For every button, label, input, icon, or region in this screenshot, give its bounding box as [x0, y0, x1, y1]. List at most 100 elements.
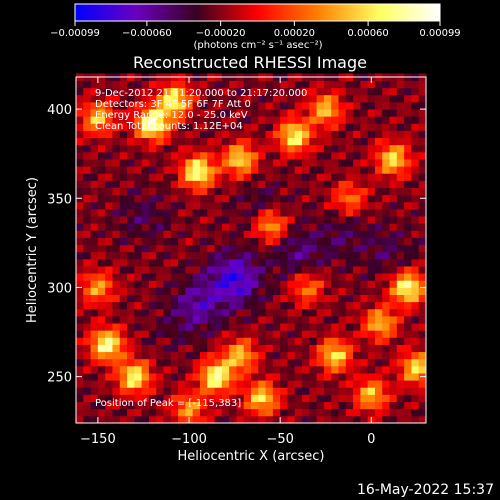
image-pixel — [221, 201, 230, 210]
image-pixel — [265, 109, 274, 117]
image-pixel — [97, 194, 106, 203]
image-pixel — [105, 87, 113, 96]
image-pixel — [127, 123, 135, 131]
image-pixel — [258, 94, 266, 103]
image-pixel — [331, 315, 339, 324]
image-pixel — [258, 287, 266, 295]
image-pixel — [287, 344, 296, 353]
image-pixel — [112, 301, 121, 310]
image-pixel — [418, 116, 427, 124]
image-pixel — [97, 187, 106, 196]
image-pixel — [97, 294, 106, 303]
image-pixel — [127, 116, 135, 124]
image-pixel — [199, 101, 208, 110]
image-pixel — [134, 144, 143, 153]
image-pixel — [418, 208, 427, 217]
image-pixel — [338, 301, 347, 310]
image-pixel — [367, 287, 376, 295]
image-pixel — [389, 201, 398, 210]
image-pixel — [389, 301, 398, 310]
image-pixel — [331, 294, 339, 303]
image-pixel — [214, 216, 223, 224]
image-pixel — [265, 415, 274, 424]
image-pixel — [243, 237, 252, 246]
image-pixel — [345, 373, 354, 381]
image-pixel — [251, 109, 259, 117]
image-pixel — [316, 180, 325, 188]
image-pixel — [396, 101, 405, 110]
image-pixel — [127, 251, 135, 260]
image-pixel — [127, 94, 135, 103]
image-pixel — [119, 159, 128, 167]
image-pixel — [323, 237, 332, 246]
image-pixel — [127, 287, 135, 295]
image-pixel — [287, 401, 296, 410]
image-pixel — [367, 208, 376, 217]
image-pixel — [185, 166, 194, 174]
image-pixel — [360, 130, 369, 139]
image-pixel — [192, 387, 201, 395]
image-pixel — [331, 223, 339, 231]
image-pixel — [243, 273, 252, 281]
image-pixel — [221, 315, 230, 324]
image-pixel — [353, 337, 361, 345]
image-pixel — [338, 337, 347, 345]
image-pixel — [265, 94, 274, 103]
image-pixel — [345, 280, 354, 288]
image-pixel — [404, 287, 412, 295]
image-pixel — [316, 94, 325, 103]
image-pixel — [236, 230, 245, 238]
image-pixel — [411, 109, 420, 117]
image-pixel — [148, 365, 157, 374]
image-pixel — [199, 287, 208, 295]
image-pixel — [272, 273, 281, 281]
image-pixel — [97, 373, 106, 381]
image-pixel — [294, 201, 303, 210]
image-pixel — [323, 287, 332, 295]
image-pixel — [331, 116, 339, 124]
image-pixel — [192, 130, 201, 139]
image-pixel — [309, 159, 318, 167]
image-pixel — [374, 87, 383, 96]
image-pixel — [199, 208, 208, 217]
image-pixel — [280, 408, 288, 417]
image-pixel — [207, 266, 215, 274]
image-pixel — [389, 287, 398, 295]
image-pixel — [294, 373, 303, 381]
image-pixel — [97, 144, 106, 153]
image-pixel — [207, 301, 215, 310]
image-pixel — [243, 144, 252, 153]
image-pixel — [265, 330, 274, 338]
image-pixel — [374, 208, 383, 217]
image-pixel — [280, 216, 288, 224]
image-pixel — [236, 380, 245, 388]
image-pixel — [229, 301, 237, 310]
image-pixel — [243, 315, 252, 324]
image-pixel — [207, 230, 215, 238]
image-pixel — [404, 323, 412, 331]
image-pixel — [119, 408, 128, 417]
image-pixel — [389, 358, 398, 367]
image-pixel — [345, 237, 354, 246]
image-pixel — [221, 223, 230, 231]
image-pixel — [229, 365, 237, 374]
image-pixel — [243, 415, 252, 424]
image-pixel — [148, 266, 157, 274]
image-pixel — [265, 194, 274, 203]
image-pixel — [243, 101, 252, 110]
image-pixel — [221, 394, 230, 402]
image-pixel — [294, 151, 303, 160]
image-pixel — [331, 87, 339, 96]
image-pixel — [418, 380, 427, 388]
image-pixel — [309, 173, 318, 181]
image-pixel — [360, 330, 369, 338]
image-pixel — [258, 180, 266, 188]
image-pixel — [127, 351, 135, 360]
image-pixel — [265, 351, 274, 360]
chart-title: Reconstructed RHESSI Image — [133, 53, 367, 72]
image-pixel — [192, 273, 201, 281]
image-pixel — [127, 273, 135, 281]
image-pixel — [170, 101, 179, 110]
image-pixel — [83, 330, 91, 338]
image-pixel — [112, 237, 121, 246]
